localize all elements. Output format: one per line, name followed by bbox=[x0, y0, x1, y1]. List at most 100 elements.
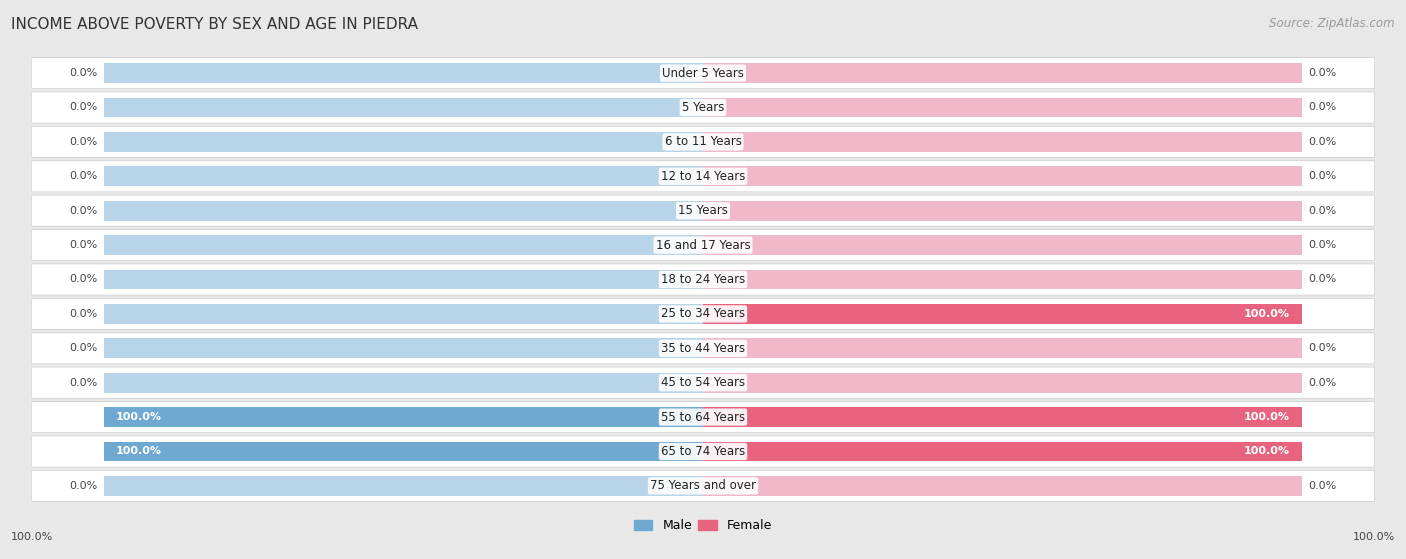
Text: 0.0%: 0.0% bbox=[1308, 137, 1336, 147]
Text: 0.0%: 0.0% bbox=[1308, 171, 1336, 181]
Text: 0.0%: 0.0% bbox=[1308, 68, 1336, 78]
FancyBboxPatch shape bbox=[32, 161, 1374, 192]
Text: 0.0%: 0.0% bbox=[70, 68, 98, 78]
Text: 45 to 54 Years: 45 to 54 Years bbox=[661, 376, 745, 389]
Text: 5 Years: 5 Years bbox=[682, 101, 724, 114]
Text: 6 to 11 Years: 6 to 11 Years bbox=[665, 135, 741, 148]
FancyBboxPatch shape bbox=[32, 471, 1374, 501]
Text: 0.0%: 0.0% bbox=[70, 274, 98, 285]
Text: 0.0%: 0.0% bbox=[70, 102, 98, 112]
Text: 0.0%: 0.0% bbox=[70, 343, 98, 353]
FancyBboxPatch shape bbox=[32, 436, 1374, 467]
Bar bbox=[703, 442, 1302, 462]
Text: 75 Years and over: 75 Years and over bbox=[650, 480, 756, 492]
Text: 100.0%: 100.0% bbox=[1244, 412, 1291, 422]
Text: Under 5 Years: Under 5 Years bbox=[662, 67, 744, 79]
Text: 0.0%: 0.0% bbox=[70, 206, 98, 216]
Text: 15 Years: 15 Years bbox=[678, 204, 728, 217]
FancyBboxPatch shape bbox=[32, 368, 1374, 398]
FancyBboxPatch shape bbox=[32, 367, 1374, 398]
Bar bbox=[104, 373, 703, 392]
FancyBboxPatch shape bbox=[32, 437, 1374, 467]
Bar bbox=[104, 269, 703, 290]
Text: 55 to 64 Years: 55 to 64 Years bbox=[661, 411, 745, 424]
Bar bbox=[703, 167, 1302, 186]
Text: 100.0%: 100.0% bbox=[1353, 532, 1395, 542]
Text: 100.0%: 100.0% bbox=[115, 412, 162, 422]
Text: 25 to 34 Years: 25 to 34 Years bbox=[661, 307, 745, 320]
FancyBboxPatch shape bbox=[32, 299, 1374, 329]
Bar bbox=[703, 63, 1302, 83]
FancyBboxPatch shape bbox=[32, 264, 1374, 295]
Text: 0.0%: 0.0% bbox=[70, 378, 98, 388]
Text: 0.0%: 0.0% bbox=[70, 309, 98, 319]
Bar bbox=[703, 442, 1302, 462]
Bar bbox=[104, 442, 703, 462]
Text: 0.0%: 0.0% bbox=[1308, 343, 1336, 353]
FancyBboxPatch shape bbox=[32, 264, 1374, 295]
Bar bbox=[104, 235, 703, 255]
FancyBboxPatch shape bbox=[32, 230, 1374, 260]
Bar bbox=[703, 407, 1302, 427]
FancyBboxPatch shape bbox=[32, 195, 1374, 226]
Legend: Male, Female: Male, Female bbox=[628, 514, 778, 537]
Text: 100.0%: 100.0% bbox=[11, 532, 53, 542]
Bar bbox=[703, 304, 1302, 324]
Text: 0.0%: 0.0% bbox=[1308, 102, 1336, 112]
Bar bbox=[104, 97, 703, 117]
Text: 0.0%: 0.0% bbox=[70, 481, 98, 491]
Bar bbox=[703, 338, 1302, 358]
Text: 100.0%: 100.0% bbox=[115, 447, 162, 457]
Text: 0.0%: 0.0% bbox=[70, 240, 98, 250]
FancyBboxPatch shape bbox=[32, 333, 1374, 364]
Bar bbox=[703, 269, 1302, 290]
Text: 18 to 24 Years: 18 to 24 Years bbox=[661, 273, 745, 286]
Bar bbox=[104, 132, 703, 152]
Text: 0.0%: 0.0% bbox=[1308, 240, 1336, 250]
Bar bbox=[104, 442, 703, 462]
Text: 16 and 17 Years: 16 and 17 Years bbox=[655, 239, 751, 252]
Text: 100.0%: 100.0% bbox=[1244, 309, 1291, 319]
Bar bbox=[104, 407, 703, 427]
Bar bbox=[703, 407, 1302, 427]
Bar bbox=[104, 63, 703, 83]
FancyBboxPatch shape bbox=[32, 333, 1374, 363]
Text: 0.0%: 0.0% bbox=[1308, 378, 1336, 388]
Bar bbox=[703, 97, 1302, 117]
Bar bbox=[703, 201, 1302, 221]
FancyBboxPatch shape bbox=[32, 92, 1374, 122]
FancyBboxPatch shape bbox=[32, 471, 1374, 501]
FancyBboxPatch shape bbox=[32, 58, 1374, 88]
Bar bbox=[104, 304, 703, 324]
FancyBboxPatch shape bbox=[32, 196, 1374, 226]
FancyBboxPatch shape bbox=[32, 127, 1374, 157]
Bar bbox=[104, 167, 703, 186]
FancyBboxPatch shape bbox=[32, 126, 1374, 158]
Text: 0.0%: 0.0% bbox=[70, 137, 98, 147]
Text: INCOME ABOVE POVERTY BY SEX AND AGE IN PIEDRA: INCOME ABOVE POVERTY BY SEX AND AGE IN P… bbox=[11, 17, 418, 32]
FancyBboxPatch shape bbox=[32, 299, 1374, 329]
Bar bbox=[104, 338, 703, 358]
Bar bbox=[104, 201, 703, 221]
Text: 65 to 74 Years: 65 to 74 Years bbox=[661, 445, 745, 458]
FancyBboxPatch shape bbox=[32, 58, 1374, 88]
FancyBboxPatch shape bbox=[32, 230, 1374, 260]
Text: 0.0%: 0.0% bbox=[1308, 274, 1336, 285]
Bar bbox=[104, 476, 703, 496]
Text: 0.0%: 0.0% bbox=[1308, 206, 1336, 216]
Bar bbox=[703, 476, 1302, 496]
Bar bbox=[703, 132, 1302, 152]
FancyBboxPatch shape bbox=[32, 401, 1374, 433]
Text: 100.0%: 100.0% bbox=[1244, 447, 1291, 457]
Text: 0.0%: 0.0% bbox=[70, 171, 98, 181]
Bar bbox=[703, 235, 1302, 255]
Bar bbox=[104, 407, 703, 427]
Text: Source: ZipAtlas.com: Source: ZipAtlas.com bbox=[1270, 17, 1395, 30]
Bar bbox=[703, 373, 1302, 392]
FancyBboxPatch shape bbox=[32, 161, 1374, 191]
Text: 12 to 14 Years: 12 to 14 Years bbox=[661, 170, 745, 183]
FancyBboxPatch shape bbox=[32, 402, 1374, 432]
FancyBboxPatch shape bbox=[32, 92, 1374, 123]
Bar bbox=[703, 304, 1302, 324]
Text: 35 to 44 Years: 35 to 44 Years bbox=[661, 342, 745, 355]
